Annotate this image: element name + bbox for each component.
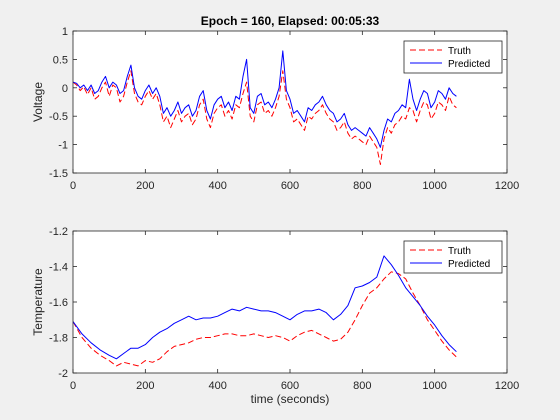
chart-2-legend-label-predicted: Predicted [448, 259, 490, 270]
chart-1-y-tick-label: 0 [62, 83, 68, 95]
chart-1-x-tick-label: 0 [70, 180, 76, 192]
chart-1-y-tick-label: 1 [62, 26, 68, 38]
chart-2-x-tick-label: 400 [208, 380, 226, 392]
chart-1-y-tick-label: -0.5 [49, 111, 68, 123]
chart-2-x-tick-label: 800 [353, 380, 371, 392]
chart-2-series-truth-line [73, 271, 457, 367]
chart-2-y-tick-label: -1.4 [49, 262, 68, 274]
chart-2-legend: Truth Predicted [403, 240, 503, 274]
chart-1-y-tick-label: -1.5 [49, 168, 68, 180]
chart-1-legend-label-predicted: Predicted [448, 59, 490, 70]
chart-1-x-tick-label: 400 [208, 180, 226, 192]
chart-1-series-predicted-line [73, 50, 457, 148]
chart-2-legend-box [403, 240, 503, 274]
chart-1-x-tick-label: 1200 [495, 180, 519, 192]
chart-2-y-axis-label: Temperature [31, 268, 45, 336]
chart-2-y-tick-label: -2 [58, 368, 68, 380]
chart-2-legend-label-truth: Truth [448, 246, 471, 257]
chart-1-x-tick-label: 200 [136, 180, 154, 192]
chart-1-x-tick-label: 600 [281, 180, 299, 192]
chart-2-series-predicted-line [73, 255, 457, 360]
chart-2-x-tick-label: 0 [70, 380, 76, 392]
chart-1-legend: Truth Predicted [403, 40, 503, 74]
chart-2-x-tick-label: 1000 [422, 380, 446, 392]
chart-1-y-axis-label: Voltage [31, 82, 45, 122]
chart-1-series-group [73, 50, 457, 165]
chart-2-y-tick-label: -1.8 [49, 333, 68, 345]
chart-1-title: Epoch = 160, Elapsed: 00:05:33 [201, 14, 380, 28]
chart-2-x-tick-label: 1200 [495, 380, 519, 392]
chart-2-x-tick-label: 200 [136, 380, 154, 392]
chart-2-x-axis-label: time (seconds) [251, 392, 330, 406]
chart-1-y-tick-label: 0.5 [53, 54, 68, 66]
chart-2-y-tick-label: -1.2 [49, 226, 68, 238]
chart-2-series-group [73, 255, 457, 367]
chart-1-series-truth-line [73, 70, 457, 165]
chart-2: 0 200 400 600 800 1000 1200 -2 -1.8 -1.6 -1.4 -1.2 t… [31, 226, 519, 406]
chart-1-legend-box [403, 40, 503, 74]
chart-1-y-tick-label: -1 [58, 140, 68, 152]
chart-2-y-tick-label: -1.6 [49, 297, 68, 309]
chart-2-x-tick-label: 600 [281, 380, 299, 392]
chart-1: 0 200 400 600 800 1000 1200 -1.5 -1 -0.5 0 0.5 1 Epoc… [31, 14, 519, 192]
chart-1-x-tick-label: 800 [353, 180, 371, 192]
chart-1-legend-label-truth: Truth [448, 46, 471, 57]
chart-1-x-tick-label: 1000 [422, 180, 446, 192]
